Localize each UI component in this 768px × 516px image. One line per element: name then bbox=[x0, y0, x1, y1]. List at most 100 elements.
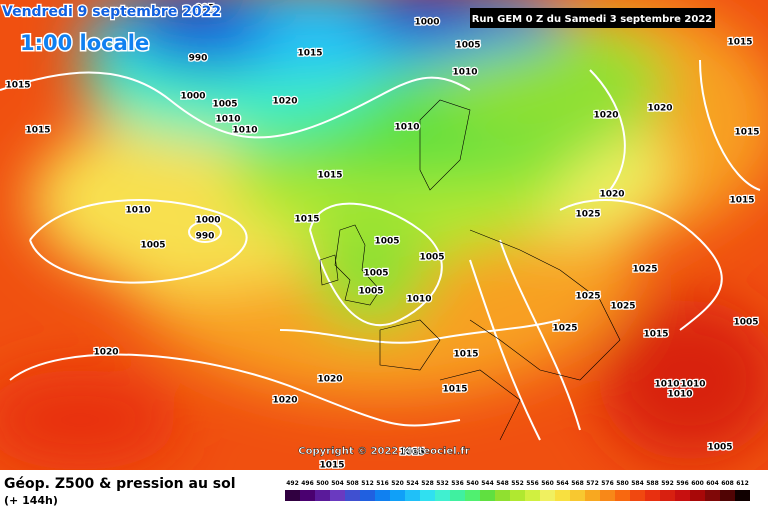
colorbar-swatch bbox=[405, 490, 420, 501]
isobar-label: 1005 bbox=[212, 100, 237, 110]
isobar-label: 1020 bbox=[93, 348, 118, 358]
isobar-label: 1010 bbox=[394, 123, 419, 133]
colorbar-swatch bbox=[375, 490, 390, 501]
isobar-label: 1005 bbox=[419, 253, 444, 263]
colorbar-swatch bbox=[525, 490, 540, 501]
isobar-label: 1005 bbox=[358, 287, 383, 297]
colorbar-swatch bbox=[450, 490, 465, 501]
isobar-label: 1025 bbox=[575, 210, 600, 220]
isobar-label: 1000 bbox=[180, 92, 205, 102]
isobar-label: 1005 bbox=[707, 443, 732, 453]
colorbar-swatch bbox=[420, 490, 435, 501]
colorbar-label: 580 bbox=[616, 480, 629, 487]
isobar-label: 1010 bbox=[215, 115, 240, 125]
geopotential-field bbox=[0, 0, 768, 470]
colorbar-label: 564 bbox=[556, 480, 569, 487]
colorbar-label: 516 bbox=[376, 480, 389, 487]
isobar-label: 1015 bbox=[729, 196, 754, 206]
colorbar-label: 604 bbox=[706, 480, 719, 487]
colorbar-label: 600 bbox=[691, 480, 704, 487]
colorbar-label: 572 bbox=[586, 480, 599, 487]
coastlines bbox=[319, 99, 621, 441]
isobar-label: 1015 bbox=[727, 38, 752, 48]
colorbar-label: 596 bbox=[676, 480, 689, 487]
colorbar-swatch bbox=[300, 490, 315, 501]
colorbar-label: 588 bbox=[646, 480, 659, 487]
colorbar-label: 584 bbox=[631, 480, 644, 487]
colorbar-label: 520 bbox=[391, 480, 404, 487]
isobar-label: 1020 bbox=[272, 97, 297, 107]
isobar-label: 1010 bbox=[654, 380, 679, 390]
colorbar-swatch bbox=[570, 490, 585, 501]
isobars bbox=[0, 59, 761, 441]
isobar-label: 1010 bbox=[125, 206, 150, 216]
run-box bbox=[470, 8, 715, 28]
colorbar-swatch bbox=[330, 490, 345, 501]
colorbar-swatch bbox=[465, 490, 480, 501]
colorbar-label: 532 bbox=[436, 480, 449, 487]
colorbar-swatch bbox=[630, 490, 645, 501]
colorbar-swatch bbox=[315, 490, 330, 501]
colorbar-label: 556 bbox=[526, 480, 539, 487]
colorbar-swatch bbox=[705, 490, 720, 501]
isobar-label: 1025 bbox=[610, 302, 635, 312]
isobar-label: 1010 bbox=[406, 295, 431, 305]
forecast-date: Vendredi 9 septembre 2022 bbox=[2, 4, 221, 20]
isobar-label: 1020 bbox=[599, 190, 624, 200]
colorbar-swatch bbox=[285, 490, 300, 501]
colorbar-label: 540 bbox=[466, 480, 479, 487]
isobar-label: 1000 bbox=[414, 18, 439, 28]
colorbar-label: 576 bbox=[601, 480, 614, 487]
isobar-label: 1015 bbox=[25, 126, 50, 136]
footer-title: Géop. Z500 & pression au sol bbox=[4, 476, 236, 492]
colorbar-swatch bbox=[435, 490, 450, 501]
isobar-label: 1005 bbox=[374, 237, 399, 247]
isobar-label: 1025 bbox=[552, 324, 577, 334]
colorbar-swatch bbox=[675, 490, 690, 501]
colorbar-label: 504 bbox=[331, 480, 344, 487]
isobar-label: 1015 bbox=[5, 81, 30, 91]
colorbar-swatch bbox=[645, 490, 660, 501]
isobar-label: 1010 bbox=[452, 68, 477, 78]
copyright: Copyright © 2022 Meteociel.fr bbox=[298, 446, 469, 457]
isobar-label: 1010 bbox=[232, 126, 257, 136]
colorbar-swatch bbox=[720, 490, 735, 501]
colorbar-label: 500 bbox=[316, 480, 329, 487]
colorbar-swatch bbox=[600, 490, 615, 501]
isobar-label: 1005 bbox=[455, 41, 480, 51]
colorbar-label: 544 bbox=[481, 480, 494, 487]
colorbar-swatch bbox=[510, 490, 525, 501]
isobar-label: 1005 bbox=[363, 269, 388, 279]
colorbar-label: 608 bbox=[721, 480, 734, 487]
isobar-label: 1015 bbox=[453, 350, 478, 360]
colorbar-swatch bbox=[480, 490, 495, 501]
isobar-label: 995 bbox=[196, 4, 215, 14]
isobar-label: 1015 bbox=[297, 49, 322, 59]
colorbar-label: 512 bbox=[361, 480, 374, 487]
colorbar-swatch bbox=[690, 490, 705, 501]
colorbar-label: 524 bbox=[406, 480, 419, 487]
colorbar-label: 548 bbox=[496, 480, 509, 487]
isobar-label: 1015 bbox=[399, 448, 424, 458]
colorbar-label: 560 bbox=[541, 480, 554, 487]
colorbar-label: 552 bbox=[511, 480, 524, 487]
colorbar-swatch bbox=[345, 490, 360, 501]
isobar-label: 1015 bbox=[734, 128, 759, 138]
colorbar-label: 536 bbox=[451, 480, 464, 487]
isobar-label: 1015 bbox=[317, 171, 342, 181]
isobar-label: 1020 bbox=[272, 396, 297, 406]
colorbar-label: 568 bbox=[571, 480, 584, 487]
isobar-label: 1005 bbox=[140, 241, 165, 251]
colorbar-label: 592 bbox=[661, 480, 674, 487]
colorbar-swatch bbox=[585, 490, 600, 501]
colorbar-swatch bbox=[555, 490, 570, 501]
colorbar-label: 496 bbox=[301, 480, 314, 487]
isobar-label: 1015 bbox=[294, 215, 319, 225]
colorbar-swatch bbox=[735, 490, 750, 501]
isobar-label: 1020 bbox=[593, 111, 618, 121]
isobar-label: 1010 bbox=[680, 380, 705, 390]
isobar-label: 1000 bbox=[195, 216, 220, 226]
colorbar-label: 612 bbox=[736, 480, 749, 487]
colorbar-label: 508 bbox=[346, 480, 359, 487]
